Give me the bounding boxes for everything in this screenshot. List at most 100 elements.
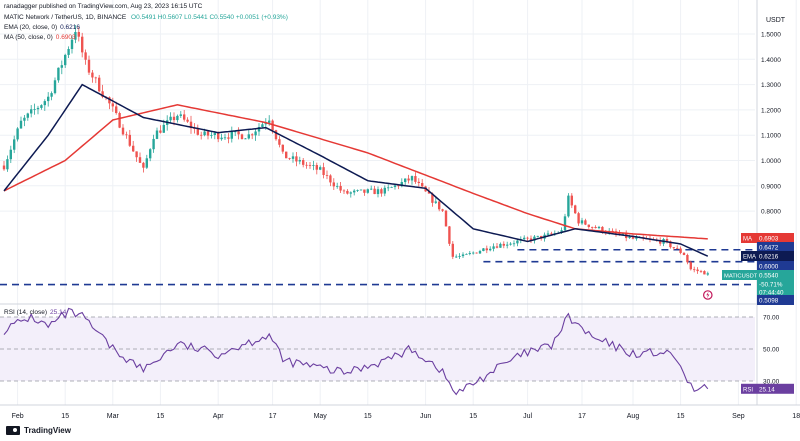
candle-body: [550, 233, 553, 235]
candle-body: [421, 183, 424, 187]
candle-body: [570, 195, 573, 206]
rsi-tick-label: 30.00: [763, 379, 780, 386]
candle-body: [172, 116, 176, 121]
level-value-label-bg: [757, 261, 794, 271]
candle-body: [383, 187, 386, 194]
candle-body: [366, 189, 369, 193]
candle-body: [478, 251, 482, 254]
candle-body: [115, 106, 118, 114]
candle-body: [393, 185, 397, 188]
candle-body: [145, 158, 148, 168]
candle-body: [94, 77, 97, 79]
ma-legend-label: MA (50, close, 0): [4, 34, 53, 41]
candle-body: [523, 237, 526, 240]
candle-body: [332, 182, 335, 187]
candle-body: [689, 262, 692, 270]
countdown-label-bg: [757, 287, 794, 297]
ma-legend[interactable]: MA (50, close, 0) 0.6903: [4, 34, 79, 41]
rsi-legend-value: 25.14: [50, 309, 67, 316]
candle-body: [703, 271, 706, 275]
candle-body: [101, 91, 104, 97]
candle-body: [400, 182, 403, 187]
candle-body: [506, 244, 509, 246]
candle-body: [43, 101, 46, 106]
currency-label: USDT: [766, 17, 786, 24]
candle-body: [240, 134, 244, 140]
time-tick-label: May: [314, 413, 328, 420]
support-value-label: 0.5098: [759, 298, 779, 305]
candle-body: [672, 247, 675, 249]
candle-body: [108, 97, 111, 104]
candle-body: [70, 39, 74, 50]
candle-body: [118, 113, 121, 128]
candle-body: [628, 236, 631, 239]
candle-body: [492, 246, 495, 249]
candle-body: [461, 254, 465, 257]
candle-body: [455, 256, 458, 258]
candle-body: [254, 131, 257, 136]
ema-legend-value: 0.6216: [60, 24, 80, 31]
candle-body: [696, 269, 699, 272]
level-value-label: 0.6472: [759, 245, 779, 252]
candle-body: [370, 188, 373, 190]
candle-body: [444, 210, 448, 227]
candle-body: [281, 144, 284, 152]
candle-body: [574, 205, 577, 214]
candle-body: [349, 192, 352, 194]
candle-body: [631, 236, 635, 239]
price-axis[interactable]: USDT 1.5000 1.4000 1.3000 1.2000 1.1000 1.0000…: [761, 17, 786, 386]
event-marker[interactable]: [702, 290, 713, 300]
ema-tag: EMA: [743, 255, 756, 261]
time-tick-label: Jul: [523, 413, 532, 420]
candle-body: [536, 235, 539, 237]
candle-body: [621, 233, 624, 235]
candle-body: [13, 139, 16, 150]
candle-body: [30, 109, 33, 114]
candle-body: [325, 175, 329, 176]
candle-body: [533, 236, 536, 241]
time-tick-label: 15: [469, 413, 477, 420]
ema-legend-label: EMA (20, close, 0): [4, 24, 58, 31]
candle-body: [40, 105, 43, 108]
rsi-legend[interactable]: RSI (14, close) 25.14: [4, 309, 69, 316]
time-tick-label: Feb: [12, 413, 24, 420]
candle-body: [271, 120, 274, 131]
candle-body: [529, 238, 533, 241]
rsi-band: [0, 317, 755, 381]
candle-body: [206, 131, 210, 136]
candle-body: [234, 131, 237, 133]
candle-body: [67, 49, 70, 55]
candle-body: [308, 165, 312, 166]
price-tick-label: 1.2000: [761, 107, 781, 114]
candle-body: [138, 157, 142, 163]
rsi-tick-label: 70.00: [763, 315, 780, 322]
price-tick-label: 1.5000: [761, 32, 781, 39]
candle-body: [176, 115, 179, 121]
candle-body: [387, 187, 390, 189]
candle-body: [295, 156, 298, 162]
time-axis[interactable]: Feb 15 Mar 15 Apr 17 May 15 Jun 15 Jul 17 Aug 15 Sep 18: [12, 413, 800, 420]
candle-body: [312, 165, 315, 166]
candle-body: [502, 243, 505, 246]
candle-body: [669, 241, 672, 248]
candle-body: [16, 128, 19, 140]
candle-body: [189, 121, 193, 129]
candle-body: [465, 253, 468, 255]
candle-body: [509, 243, 512, 245]
price-tick-label: 1.3000: [761, 82, 781, 89]
candle-body: [2, 165, 6, 170]
ema-legend[interactable]: EMA (20, close, 0) 0.6216: [4, 24, 83, 31]
candle-body: [315, 165, 318, 170]
tradingview-logo[interactable]: TradingView: [6, 426, 71, 435]
candle-body: [298, 160, 301, 162]
candle-body: [601, 226, 604, 233]
candle-body: [353, 190, 356, 193]
time-tick-label: 17: [578, 413, 586, 420]
symbol-tag: MATICUSDT: [724, 274, 758, 280]
time-tick-label: 15: [677, 413, 685, 420]
candle-body: [512, 243, 516, 245]
candle-body: [706, 273, 709, 275]
candle-body: [397, 185, 400, 187]
symbol-title[interactable]: MATIC Network / TetherUS, 1D, BINANCE: [4, 14, 127, 21]
